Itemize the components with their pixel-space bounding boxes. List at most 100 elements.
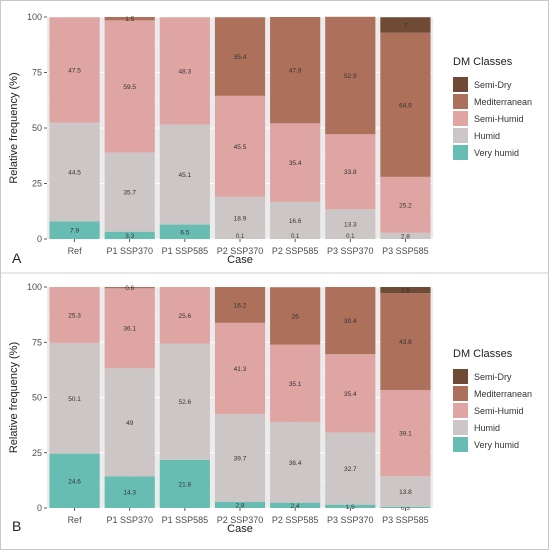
legend: DM Classes Semi-Dry Mediterranean Semi-Humi… [453, 348, 532, 452]
bar-segment-humid [104, 152, 155, 232]
bar-segment-semi-humid [380, 176, 431, 233]
data-label: 36.1 [123, 326, 136, 333]
data-label: 59.5 [123, 84, 136, 91]
y-axis-title: Relative frequency (%) [8, 342, 20, 453]
bar-segment-mediterranean [214, 287, 266, 323]
data-label: 7.9 [70, 228, 79, 235]
bar-segment-mediterranean [270, 17, 321, 124]
bar-segment-humid [380, 476, 431, 507]
legend-swatch-very-humid [453, 437, 468, 452]
data-label: 13.3 [344, 222, 357, 229]
chart-panel-b: 0 25 50 75 100 24.6 50.1 25.3 Ref 14.3 49 36.1 0.6 P1… [8, 282, 532, 535]
data-label: 0.1 [346, 234, 355, 240]
legend-entry-label: Mediterranean [474, 389, 532, 399]
bar-segment-very-humid [159, 459, 210, 508]
bar-segment-mediterranean [270, 287, 321, 345]
bar-segment-mediterranean [214, 17, 266, 96]
data-label: 52.6 [179, 399, 192, 406]
legend-entry-label: Semi-Dry [474, 80, 512, 90]
chart-panel-a: 0 25 50 75 100 7.9 44.5 47.5 Ref 3.3 35.7 59.5 1.5 P1… [8, 12, 532, 266]
legend-entry-label: Semi-Dry [474, 372, 512, 382]
legend-swatch-mediterranean [453, 386, 468, 401]
data-label: 35.4 [344, 391, 357, 398]
data-label: 47.5 [68, 67, 81, 74]
bar-segment-mediterranean [380, 293, 431, 390]
data-label: 6.5 [180, 229, 189, 236]
data-label: 25.6 [179, 313, 192, 320]
x-tick-label: P2 SSP370 [217, 515, 264, 525]
bar-segment-semi-humid [49, 17, 100, 123]
x-tick-label: P1 SSP585 [162, 246, 209, 256]
bar-segment-very-humid [325, 504, 376, 508]
x-tick-label: Ref [68, 246, 83, 256]
data-label: 39.1 [399, 431, 412, 438]
data-label: 0.1 [236, 234, 245, 240]
data-label: 45.1 [179, 172, 192, 179]
legend-title: DM Classes [453, 348, 513, 360]
legend-entry-label: Very humid [474, 148, 519, 158]
legend-swatch-mediterranean [453, 94, 468, 109]
data-label: 50.1 [68, 396, 81, 403]
bar-segment-very-humid [49, 221, 100, 239]
data-label: 13.8 [399, 489, 412, 496]
bar-segment-humid [325, 432, 376, 505]
bar-segment-very-humid [214, 501, 266, 508]
data-label: 0.6 [125, 285, 134, 292]
legend-swatch-humid [453, 420, 468, 435]
data-label: 1.5 [346, 504, 355, 511]
data-label: 52.9 [344, 73, 357, 80]
x-tick-label: P2 SSP370 [217, 246, 264, 256]
data-label: 25.3 [68, 312, 81, 319]
bar-segment-mediterranean [104, 287, 155, 289]
x-tick-label: P1 SSP370 [106, 515, 153, 525]
bar-segment-semi-humid [214, 95, 266, 197]
legend-swatch-humid [453, 128, 468, 143]
bar-segment-very-humid [49, 453, 100, 508]
bar-segment-humid [380, 232, 431, 239]
bar-segment-humid [214, 196, 266, 239]
bar-segment-semi-humid [159, 287, 210, 344]
data-label: 25.2 [399, 202, 412, 209]
bar-segment-semi-humid [104, 20, 155, 153]
legend-entry-label: Semi-Humid [474, 114, 524, 124]
data-label: 35.7 [123, 190, 136, 197]
data-label: 36.4 [289, 460, 302, 467]
legend-swatch-semi-dry [453, 77, 468, 92]
bar-segment-humid [270, 422, 321, 503]
x-tick-label: P3 SSP585 [382, 515, 429, 525]
data-label: 47.9 [289, 68, 302, 75]
bar-segment-mediterranean [104, 17, 155, 21]
y-tick-label: 100 [27, 282, 42, 292]
data-label: 44.5 [68, 170, 81, 177]
bar-segment-semi-humid [270, 123, 321, 202]
bar-segment-humid [49, 122, 100, 222]
data-label: 7 [404, 22, 408, 29]
legend-swatch-semi-humid [453, 403, 468, 418]
bar-segment-mediterranean [325, 16, 376, 135]
legend-entry-label: Very humid [474, 440, 519, 450]
bar-segment-semi-humid [270, 344, 321, 423]
bar-segment-humid [159, 124, 210, 225]
x-tick-label: P1 SSP370 [106, 246, 153, 256]
data-label: 2.8 [401, 233, 410, 240]
data-label: 32.7 [344, 466, 357, 473]
y-tick-label: 0 [37, 234, 42, 244]
y-tick-label: 75 [32, 337, 42, 347]
data-label: 45.5 [234, 144, 247, 151]
data-label: 35.4 [289, 160, 302, 167]
data-label: 24.6 [68, 478, 81, 485]
bar-segment-very-humid [270, 502, 321, 508]
legend-entry-label: Semi-Humid [474, 406, 524, 416]
legend-entry-label: Mediterranean [474, 97, 532, 107]
bar-segment-semi-dry [380, 287, 431, 294]
data-label: 14.3 [123, 490, 136, 497]
data-label: 16.6 [289, 218, 302, 225]
data-label: 18.9 [234, 215, 247, 222]
bar-segment-humid [49, 342, 100, 454]
data-label: 2.4 [291, 503, 300, 510]
legend: DM Classes Semi-Dry Mediterranean Semi-Humi… [453, 56, 532, 160]
data-label: 35.1 [289, 381, 302, 388]
data-label: 33.8 [344, 169, 357, 176]
